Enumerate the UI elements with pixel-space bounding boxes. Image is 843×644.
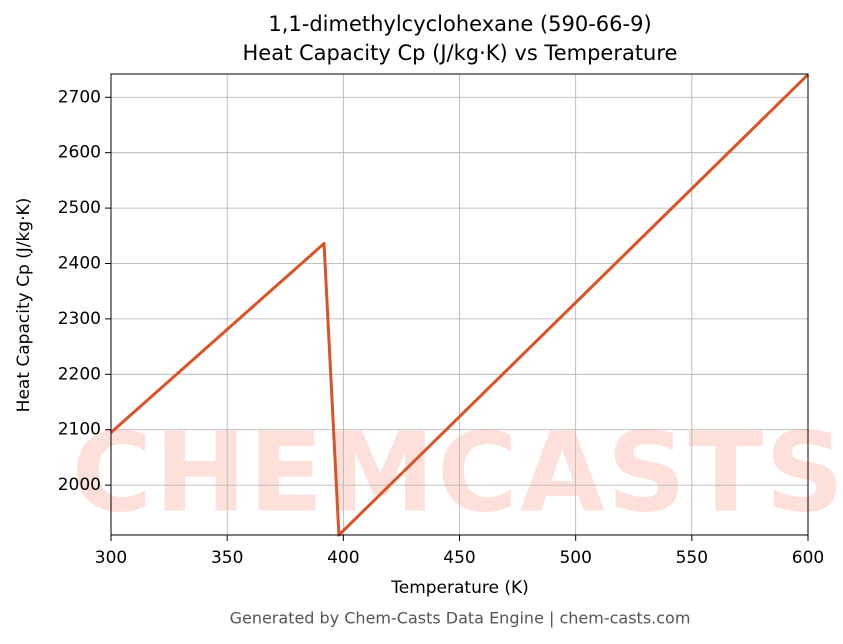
y-tick-label: 2200 — [58, 364, 101, 384]
x-tick-label: 400 — [327, 548, 359, 568]
x-tick-label: 350 — [211, 548, 243, 568]
chart-title: 1,1-dimethylcyclohexane (590-66-9) — [268, 12, 651, 36]
y-tick-label: 2700 — [58, 87, 101, 107]
y-axis-label: Heat Capacity Cp (J/kg·K) — [14, 198, 34, 413]
y-tick-label: 2500 — [58, 198, 101, 218]
x-tick-label: 600 — [792, 548, 824, 568]
x-tick-label: 550 — [676, 548, 708, 568]
plot-frame — [110, 73, 809, 536]
x-tick-label: 500 — [559, 548, 591, 568]
x-tick-label: 300 — [95, 548, 127, 568]
y-tick-label: 2600 — [58, 143, 101, 163]
footer: Generated by Chem-Casts Data Engine | ch… — [230, 609, 691, 628]
y-tick-label: 2300 — [58, 309, 101, 329]
y-tick-label: 2100 — [58, 420, 101, 440]
chart-subtitle: Heat Capacity Cp (J/kg·K) vs Temperature — [243, 41, 678, 65]
y-tick-label: 2400 — [58, 253, 101, 273]
line-series — [110, 73, 810, 537]
x-tick-label: 450 — [443, 548, 475, 568]
y-tick-label: 2000 — [58, 475, 101, 495]
x-axis-label: Temperature (K) — [390, 578, 529, 598]
watermark: CHEMCASTS — [72, 408, 843, 536]
